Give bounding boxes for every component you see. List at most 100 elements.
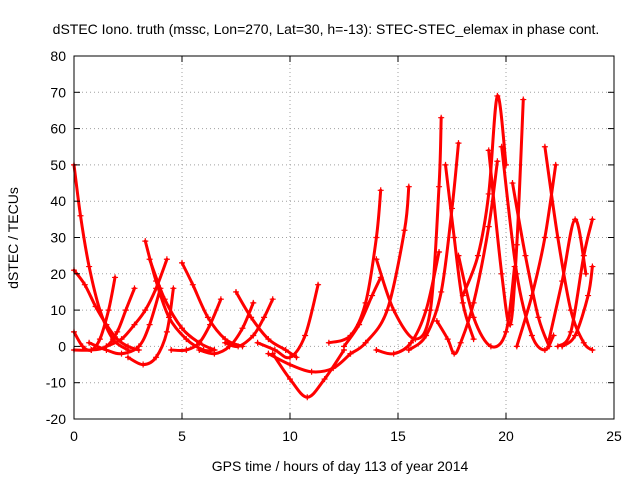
series-line [327, 188, 383, 345]
data-point [522, 252, 529, 259]
data-point [373, 347, 380, 354]
data-point [567, 307, 574, 314]
data-point [81, 281, 88, 288]
data-point [163, 256, 170, 263]
data-point [546, 343, 553, 350]
data-point [356, 321, 363, 328]
data-point [321, 376, 328, 383]
data-point [239, 325, 246, 332]
x-tick-label: 15 [390, 428, 406, 444]
data-point [541, 347, 548, 354]
data-point [369, 292, 376, 299]
data-point [390, 307, 397, 314]
data-point [457, 339, 464, 346]
data-point [122, 307, 129, 314]
data-point [554, 234, 561, 241]
data-point [315, 281, 322, 288]
data-point [135, 343, 142, 350]
data-point [459, 292, 466, 299]
data-point [470, 299, 477, 306]
series-arc-20 [347, 183, 412, 357]
data-point [498, 270, 505, 277]
data-point [142, 238, 149, 245]
series-line [444, 163, 476, 341]
data-point [559, 278, 566, 285]
series-arc-29 [498, 143, 557, 354]
data-point [222, 339, 229, 346]
y-tick-label: 70 [50, 84, 66, 100]
series-arc-17 [269, 347, 347, 401]
data-point [451, 234, 458, 241]
data-point [341, 343, 347, 350]
y-tick-label: -10 [46, 375, 66, 391]
series-line [256, 283, 320, 360]
data-point [217, 296, 224, 303]
data-point [287, 376, 293, 383]
ticks: -20 -10 0 10 20 30 40 50 60 70 80 0 5 10 15 20 25 [46, 48, 622, 444]
data-point [265, 336, 272, 343]
data-point [507, 321, 514, 328]
data-point [535, 314, 542, 321]
data-point [509, 180, 516, 187]
data-point [233, 288, 239, 295]
data-point [438, 114, 445, 121]
data-point [470, 314, 477, 321]
data-point [112, 274, 119, 281]
data-point [282, 347, 289, 354]
data-point [405, 347, 412, 354]
data-point [189, 281, 196, 288]
data-point [589, 263, 596, 270]
series-line [500, 145, 555, 352]
data-point [582, 270, 589, 277]
data-point [423, 332, 430, 339]
series-arc-09 [125, 285, 177, 368]
data-point [503, 328, 509, 335]
y-tick-label: 60 [50, 121, 66, 137]
data-point [455, 140, 462, 147]
series-arc-23 [405, 140, 462, 354]
data-point [589, 216, 596, 223]
y-tick-label: 0 [58, 338, 66, 354]
data-point [401, 227, 408, 234]
data-point [204, 314, 211, 321]
data-point [261, 314, 268, 321]
data-point [118, 336, 125, 343]
data-point [552, 161, 559, 168]
y-tick-label: 30 [50, 230, 66, 246]
data-point [498, 143, 505, 150]
y-axis-label: dSTEC / TECUs [5, 187, 21, 289]
series-arc-25 [442, 161, 477, 343]
series-line [407, 141, 460, 352]
series-line [374, 116, 443, 341]
data-point [520, 96, 527, 103]
data-point [248, 314, 255, 321]
series-line [72, 163, 130, 352]
data-point [436, 249, 443, 256]
x-axis-label: GPS time / hours of day 113 of year 2014 [212, 458, 469, 474]
series-line [180, 261, 244, 348]
data-point [470, 336, 477, 343]
data-point [459, 299, 466, 306]
data-point [302, 332, 309, 339]
y-tick-label: 10 [50, 302, 66, 318]
data-point [485, 190, 492, 197]
data-point [554, 343, 561, 350]
data-point [179, 259, 185, 266]
data-point [92, 303, 99, 310]
series-arc-11 [168, 296, 224, 354]
data-point [580, 252, 587, 259]
x-tick-label: 10 [282, 428, 298, 444]
data-point [494, 158, 501, 165]
data-point [146, 256, 153, 263]
data-point [373, 256, 380, 263]
series-arc-33 [546, 216, 589, 343]
data-point [304, 394, 311, 401]
data-point [362, 339, 369, 346]
data-point [88, 347, 95, 354]
data-point [407, 339, 414, 346]
data-point [179, 325, 185, 332]
y-tick-label: 40 [50, 193, 66, 209]
data-point [438, 288, 445, 295]
data-point [384, 307, 391, 314]
series-arc-28 [485, 96, 527, 328]
